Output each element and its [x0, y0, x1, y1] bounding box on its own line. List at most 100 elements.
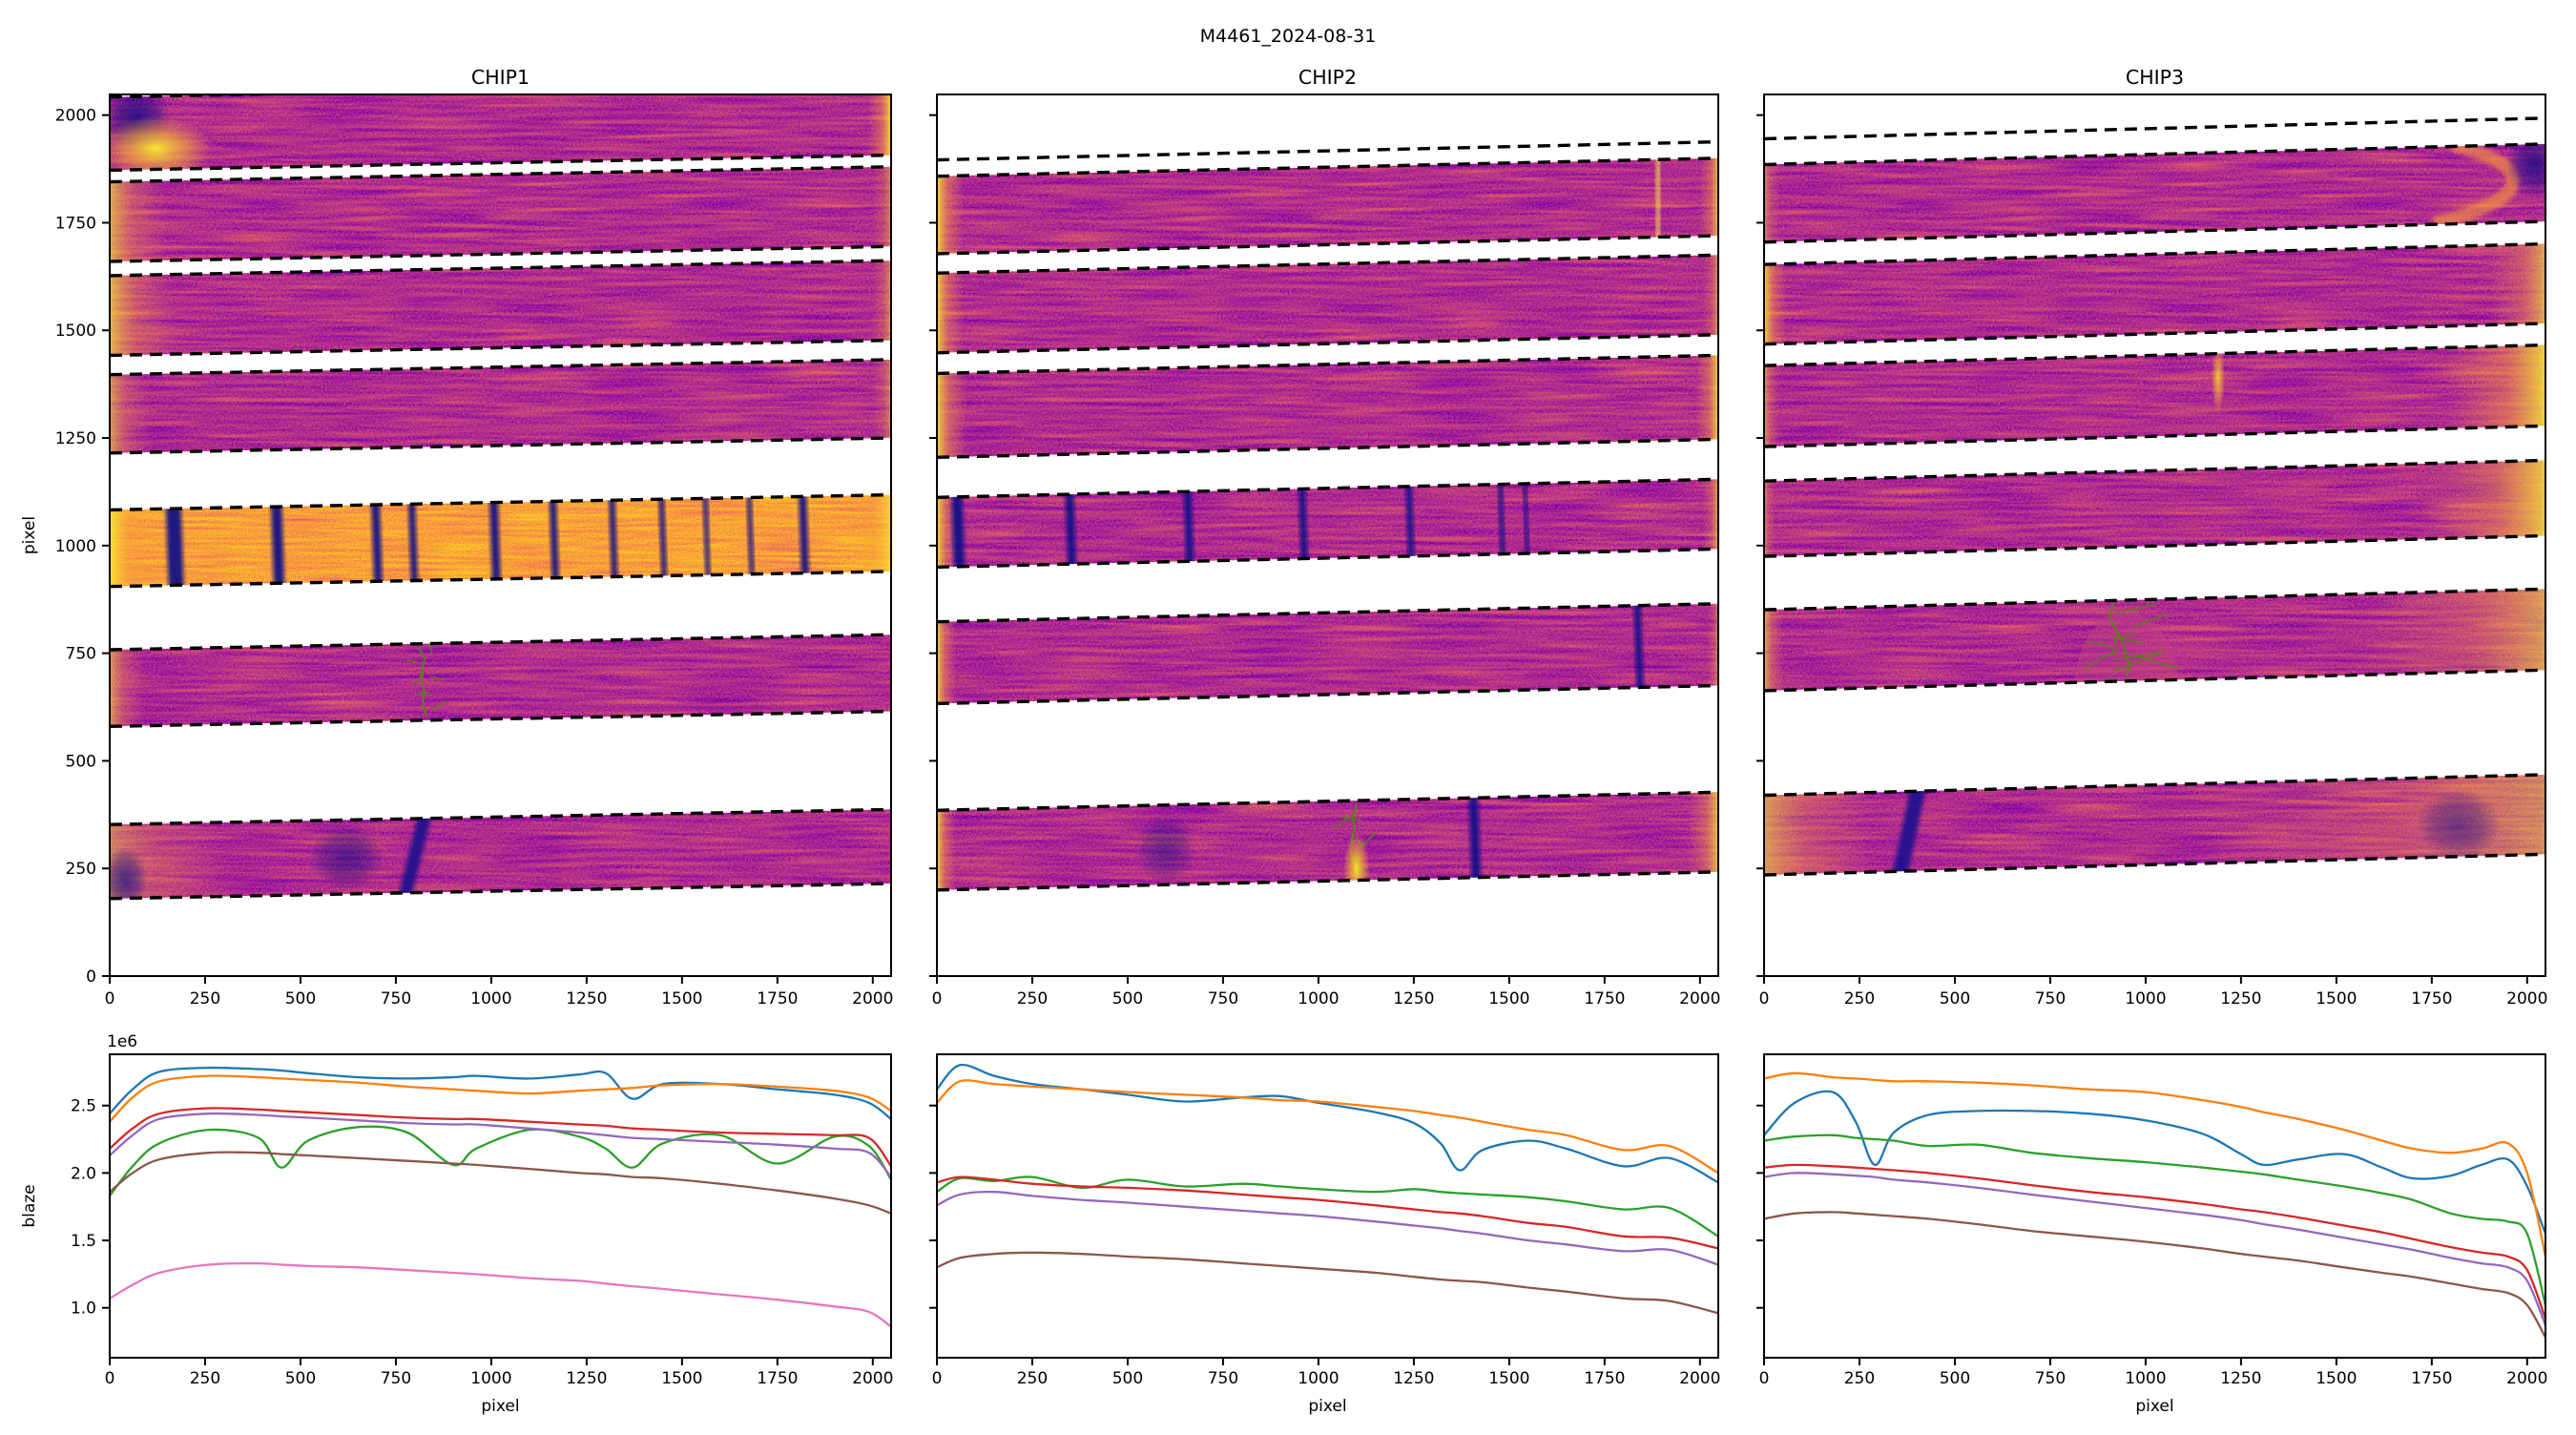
plot-area	[937, 1063, 1718, 1315]
x-tick-label: 250	[1844, 989, 1875, 1009]
axes-border	[936, 1053, 1719, 1359]
x-tick-label: 1500	[2316, 1369, 2357, 1388]
x-tick-label: 0	[932, 1369, 943, 1388]
order-boundary-line	[937, 602, 1718, 624]
x-tick-label: 750	[1208, 989, 1238, 1009]
figure-suptitle: M4461_2024-08-31	[1200, 26, 1377, 47]
order-boundary-line	[937, 870, 1718, 892]
image-area	[937, 139, 1718, 892]
x-tick-label: 750	[2035, 1369, 2066, 1388]
bright-edge-right	[1703, 255, 1718, 353]
chip2-blaze-panel: 0 250 500 750 1000 1250 1500 1750 2000	[929, 1053, 1720, 1388]
green-artifact-branch	[1331, 814, 1352, 829]
x-tick-label: 0	[1759, 989, 1770, 1009]
y-tick-label: 500	[66, 752, 96, 771]
blaze-curve	[937, 1175, 1718, 1250]
order-boundary-line	[1764, 668, 2545, 693]
blaze-curve	[1764, 1133, 2545, 1307]
x-tick-label: 750	[381, 1369, 411, 1388]
order-boundary-line	[1764, 773, 2545, 798]
order-boundary-line	[937, 477, 1718, 499]
dark-absorption-bar	[798, 494, 810, 587]
spectral-order-band	[110, 260, 891, 356]
blaze-curve	[1764, 1071, 2545, 1258]
axes-border	[109, 94, 892, 977]
green-artifact-branch	[405, 658, 422, 665]
blaze-curve	[110, 1125, 891, 1197]
y-tick-label: 1500	[55, 322, 96, 341]
blaze-curve	[937, 1079, 1718, 1175]
x-tick-label: 1250	[1393, 989, 1434, 1009]
chip3-title: CHIP3	[2126, 66, 2184, 89]
spectral-order-band	[110, 166, 891, 262]
spectral-order-band	[110, 634, 891, 727]
order-boundary-line	[1764, 219, 2545, 244]
x-tick-label: 1750	[1584, 989, 1625, 1009]
bright-edge-left	[1764, 143, 1779, 242]
order-boundary-line	[110, 492, 891, 512]
dark-blob	[2416, 788, 2501, 861]
x-tick-label: 0	[932, 989, 943, 1009]
bright-edge-right	[872, 260, 891, 356]
x-tick-label: 500	[1112, 1369, 1143, 1388]
order-boundary-line	[110, 153, 891, 173]
bright-edge-right	[1703, 479, 1718, 568]
blaze-curve	[1764, 1211, 2545, 1339]
x-tick-label: 1500	[661, 1369, 702, 1388]
green-artifact-branch	[2134, 613, 2171, 628]
axes-border	[1763, 94, 2546, 977]
x-tick-label: 0	[1759, 1369, 1770, 1388]
order-boundary-line	[110, 436, 891, 455]
bright-blob	[110, 115, 213, 171]
bright-edge-left	[937, 792, 956, 890]
x-tick-label: 1750	[757, 989, 798, 1009]
dark-absorption-bar	[1633, 603, 1645, 704]
blaze-curve	[937, 1251, 1718, 1315]
order-boundary-line	[937, 547, 1718, 570]
x-tick-label: 1000	[1298, 1369, 1339, 1388]
chip2-title: CHIP2	[1298, 66, 1357, 89]
x-tick-label: 500	[1940, 1369, 1970, 1388]
bright-edge-right	[872, 166, 891, 262]
y-tick-label: 750	[66, 645, 96, 664]
y-tick-label: 1000	[55, 537, 96, 556]
chip3-image-panel: 0 250 500 750 1000 1250 1500 1750 2000	[1756, 94, 2547, 1009]
axes-border	[109, 1053, 892, 1359]
spectral-order-band	[110, 359, 891, 453]
green-artifact-branch	[411, 671, 424, 685]
chip1-title: CHIP1	[471, 66, 530, 89]
blaze-curve	[1764, 1090, 2545, 1236]
dark-blob	[1134, 813, 1196, 885]
chip2-image-panel: 0 250 500 750 1000 1250 1500 1750 2000	[929, 94, 1720, 1009]
order-texture	[110, 809, 891, 899]
dark-absorption-bar	[950, 479, 966, 568]
dark-absorption-bar	[658, 494, 668, 587]
bright-edge-right	[1707, 603, 1718, 704]
x-tick-label: 1500	[1488, 1369, 1529, 1388]
green-artifact-branch	[1340, 815, 1361, 821]
x-tick-label: 1250	[1393, 1369, 1434, 1388]
order-texture	[110, 494, 891, 587]
x-tick-label: 2000	[2506, 1369, 2547, 1388]
x-tick-label: 1500	[2316, 989, 2357, 1009]
order-boundary-line	[110, 259, 891, 278]
order-boundary-line	[1764, 533, 2545, 558]
x-tick-label: 1250	[566, 989, 607, 1009]
dark-diagonal-streak	[1891, 780, 1927, 875]
blaze-curve	[110, 1107, 891, 1168]
order-boundary-line	[110, 570, 891, 589]
chip3-blaze-xlabel: pixel	[2135, 1397, 2173, 1416]
order-boundary-line	[1764, 587, 2545, 612]
order-boundary-line	[937, 156, 1718, 178]
order-boundary-line	[1764, 343, 2545, 367]
green-artifact-branch	[430, 701, 449, 712]
dark-absorption-bar	[1298, 479, 1309, 568]
bright-edge-right	[1699, 157, 1718, 254]
x-tick-label: 750	[381, 989, 411, 1009]
x-tick-label: 1500	[1488, 989, 1529, 1009]
order-boundary-line	[1764, 116, 2545, 141]
x-tick-label: 250	[1017, 1369, 1048, 1388]
green-artifact	[417, 647, 428, 718]
dark-absorption-bar	[1468, 792, 1482, 890]
